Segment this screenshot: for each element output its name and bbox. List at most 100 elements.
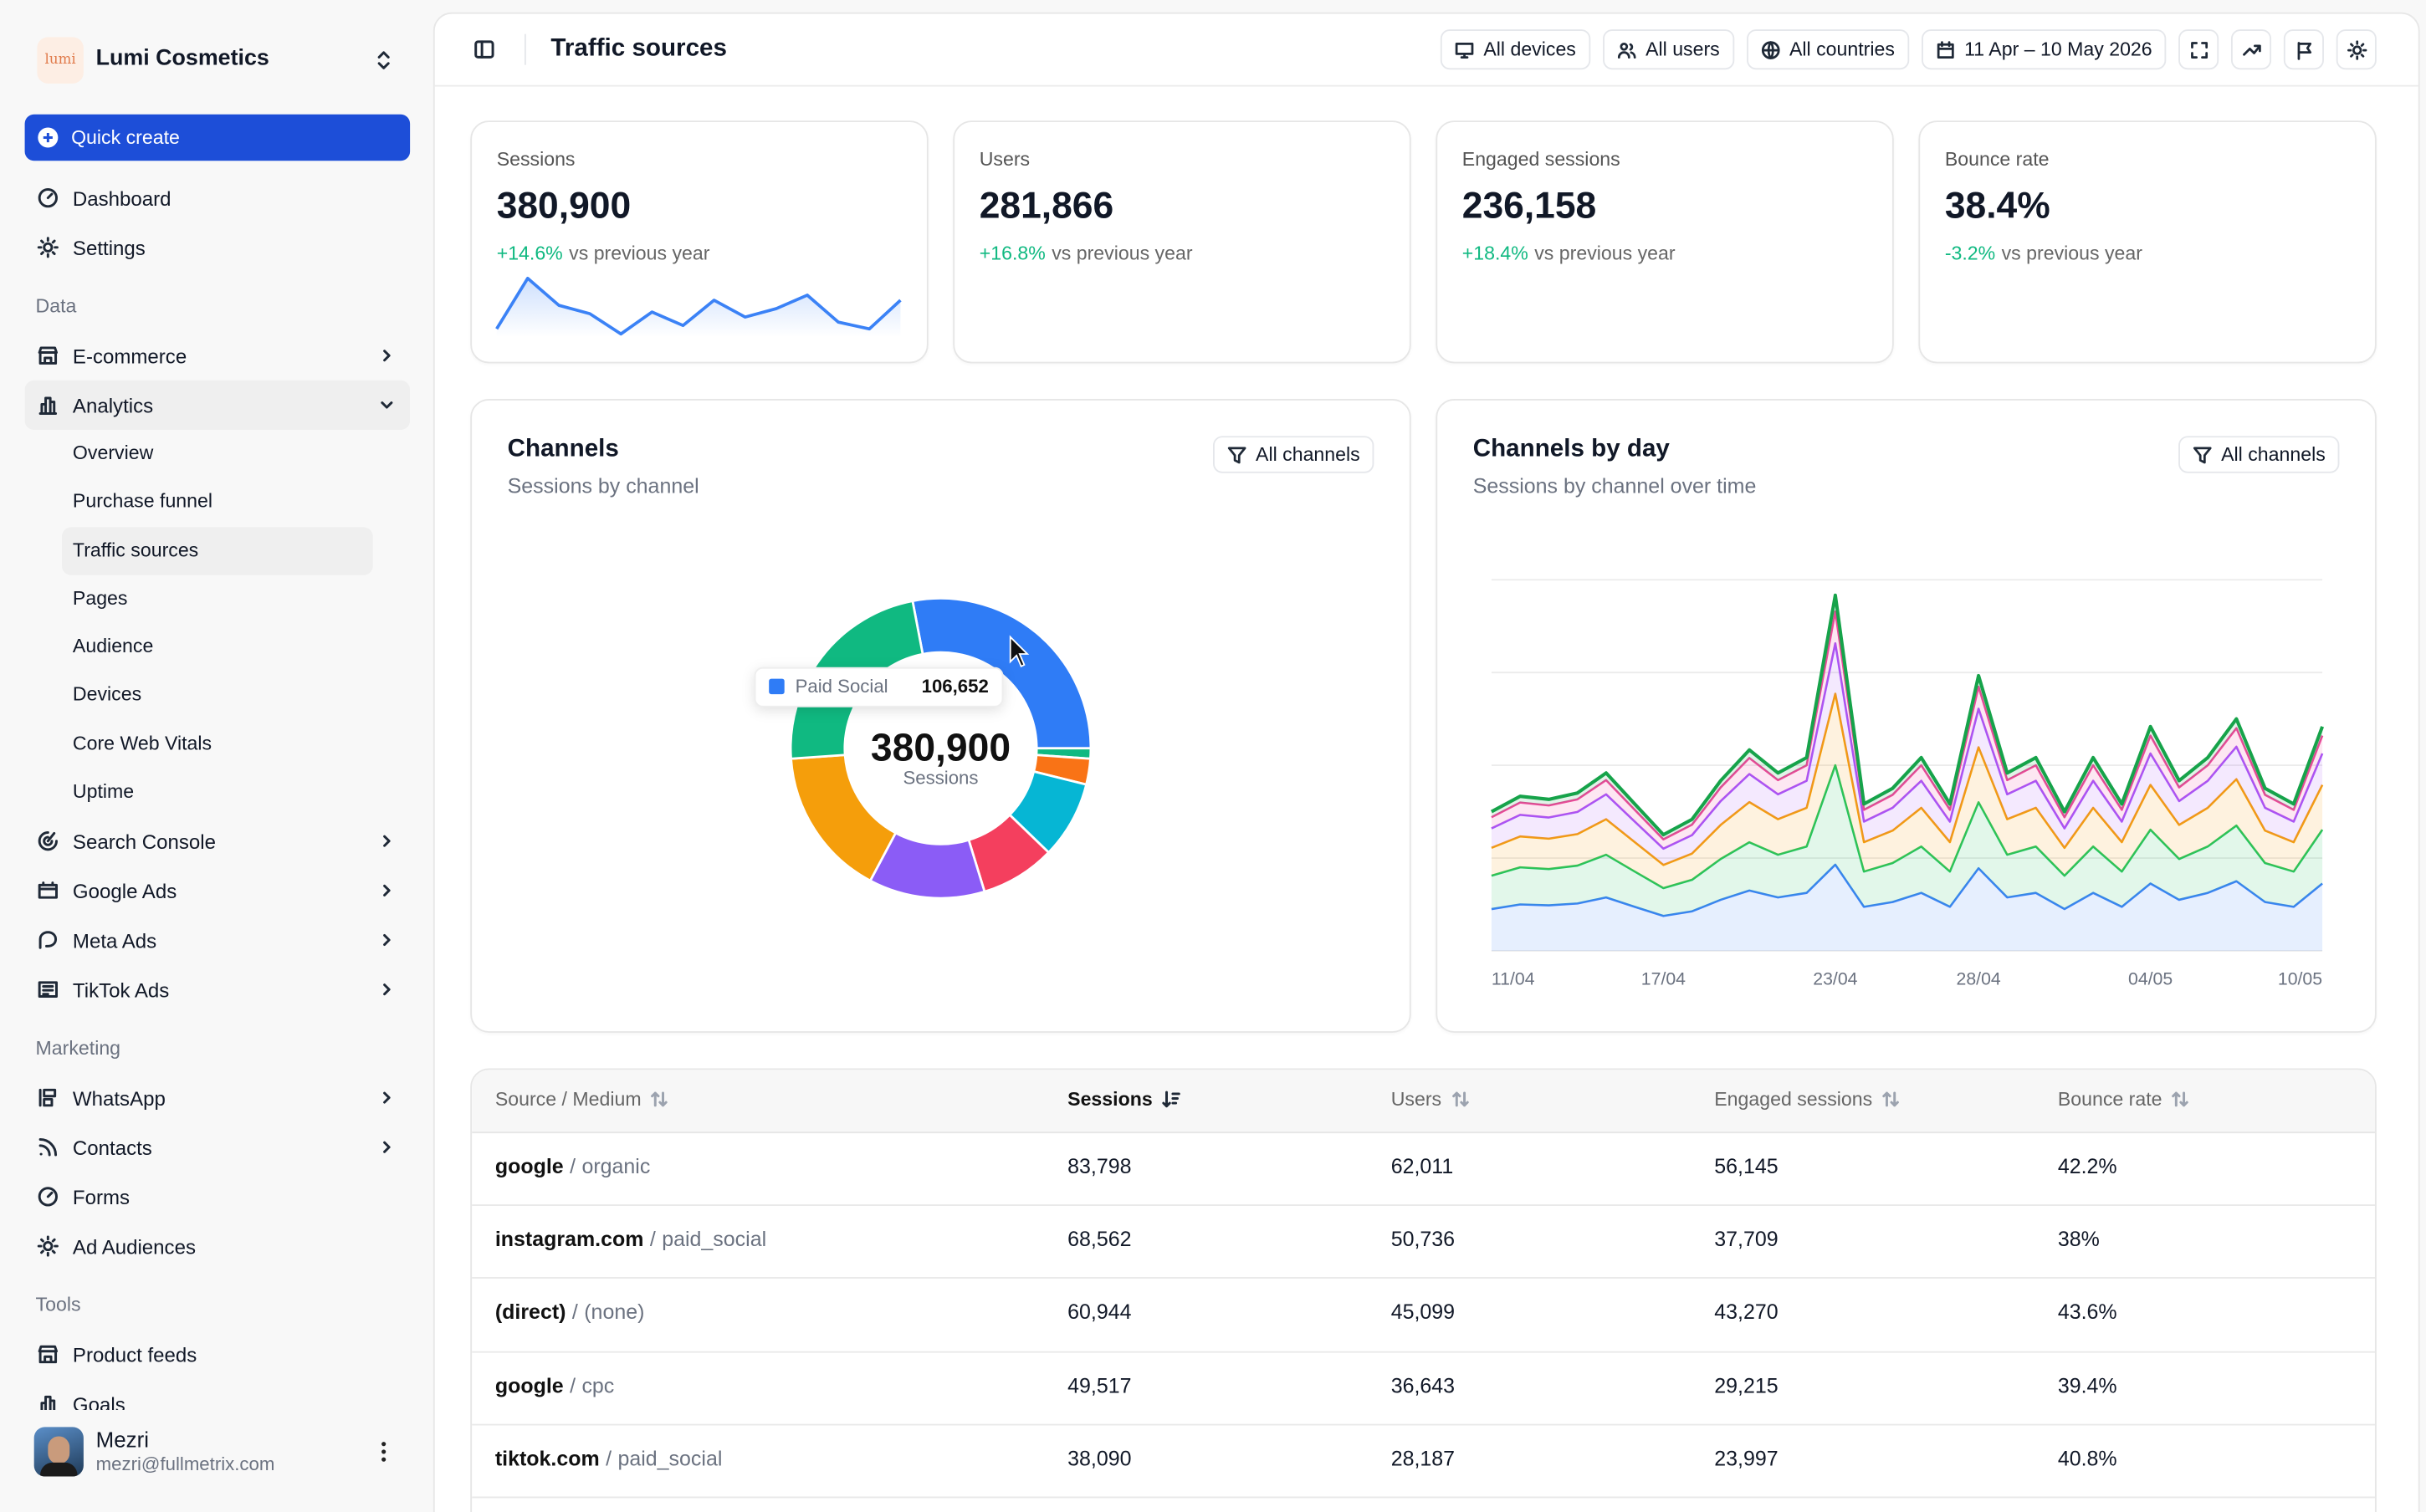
icon-button[interactable] [2178,29,2219,70]
source-medium: instagram.com / paid_social [495,1228,766,1251]
sidebar: lumi Lumi Cosmetics Quick create Dashboa… [0,0,432,1512]
table-row[interactable]: google / organic 83,798 62,011 56,145 42.2% [472,1131,2375,1207]
kpi-card: Sessions 380,900 +14.6% vs previous year [470,120,929,364]
nav-item[interactable]: Ad Audiences [25,1221,411,1270]
table-row[interactable]: (direct) / (none) 60,944 45,099 43,270 43.6% [472,1278,2375,1352]
sort-icon [1451,1091,1469,1107]
sort-icon [2172,1091,2189,1107]
nav-icon [38,396,58,416]
nav-subitem[interactable]: Core Web Vitals [72,732,212,754]
nav-subitem[interactable]: Purchase funnel [72,490,213,513]
nav-subitem[interactable]: Pages [72,587,128,609]
table-cell: 43,270 [1714,1300,1779,1325]
nav-item[interactable]: Google Ads [25,866,411,915]
icon-button[interactable] [2283,29,2324,70]
icon-button[interactable] [2230,29,2272,70]
column-header[interactable]: Source / Medium [495,1088,669,1110]
icon-path [1162,1091,1180,1108]
nav-item[interactable]: Forms [25,1172,411,1221]
icon-path [38,1138,58,1157]
nav-item[interactable]: Analytics [24,380,411,430]
column-header[interactable]: Bounce rate [2058,1088,2190,1110]
table-row[interactable]: tiktok.com / paid_social 38,090 28,187 23,997… [472,1423,2375,1499]
nav-item[interactable]: Goals [25,1379,411,1411]
icon-button[interactable] [2336,29,2377,70]
table-cell: 68,562 [1067,1228,1132,1251]
nav-item[interactable]: Product feeds [25,1330,411,1379]
source: tiktok.com [494,1447,600,1470]
nav-icon [37,1235,59,1257]
nav-icon [38,346,58,365]
nav-subitem[interactable]: Overview [72,442,154,464]
nav-item[interactable]: Search Console [25,816,411,866]
nav-label: Google Ads [72,878,177,902]
chart-filter[interactable]: All channels [2178,436,2340,473]
user-menu[interactable] [377,1441,390,1463]
filter-button[interactable]: All devices [1440,29,1590,70]
chevron-right[interactable] [379,348,394,363]
chevron-right[interactable] [379,833,394,848]
kpi-card: Users 281,866 +16.8% vs previous year [953,120,1411,364]
nav-item[interactable]: WhatsApp [25,1073,411,1122]
chevron-right[interactable] [379,932,394,948]
table-cell: 28,187 [1390,1447,1456,1470]
filter-icon [1937,40,1953,59]
chevron-right[interactable] [379,1090,394,1105]
chart-filter[interactable]: All channels [1212,436,1374,473]
icon-path [2172,1091,2189,1107]
kpi-change: +18.4% [1461,243,1528,265]
nav-item[interactable]: Meta Ads [25,915,411,964]
nav-item[interactable]: Contacts [25,1122,411,1172]
nav-icon [38,1138,58,1157]
column-header[interactable]: Engaged sessions [1714,1088,1900,1110]
nav-subitem[interactable]: Traffic sources [61,526,373,575]
nav-subitem[interactable]: Audience [72,635,154,657]
button-icon [2190,41,2208,59]
quick-create-button[interactable]: Quick create [24,114,411,161]
header-divider [524,33,526,65]
medium: (none) [584,1300,645,1325]
nav-item[interactable]: Dashboard [25,173,411,222]
chart-card: Channels Sessions by channel All channels [470,398,1411,1033]
table-cell: 50,736 [1390,1228,1456,1251]
chevron-path [383,983,391,996]
chevron-path [383,884,391,896]
kpi-label: Engaged sessions [1461,148,1620,171]
chevron-down[interactable] [379,397,394,412]
nav-item[interactable]: E-commerce [25,331,411,381]
nav-label: Settings [72,235,146,259]
table-cell: 60,944 [1067,1300,1132,1325]
quick-create-label: Quick create [71,126,180,149]
table-cell: 23,997 [1714,1447,1779,1470]
table-row[interactable]: google / cpc 49,517 36,643 29,215 39.4% [472,1351,2375,1426]
nav-icon [38,1088,57,1107]
workspace-switch[interactable] [375,49,393,71]
source: google [494,1373,564,1397]
chevron-right[interactable] [379,1139,394,1154]
user-panel[interactable]: Mezri mezri@fullmetrix.com [0,1410,432,1512]
chevron-right[interactable] [379,982,394,997]
logo: lumi [37,37,84,84]
filter-label: 11 Apr – 10 May 2026 [1964,38,2152,61]
filter-button[interactable]: All users [1602,29,1734,70]
column-header[interactable]: Users [1391,1088,1470,1110]
filter-label: All users [1645,38,1720,61]
kpi-value: 38.4% [1944,185,2050,227]
chevron-right[interactable] [379,883,394,898]
nav-subitem[interactable]: Uptime [72,780,135,803]
table-cell: 39.4% [2057,1373,2117,1397]
chevron-path [383,1091,391,1104]
separator: / [571,1300,578,1325]
nav-item[interactable]: Settings [25,222,411,272]
workspace-name[interactable]: Lumi Cosmetics [95,46,269,72]
filter-button[interactable]: 11 Apr – 10 May 2026 [1921,29,2167,70]
table-row[interactable]: instagram.com / paid_social 68,562 50,736 37,… [472,1204,2375,1280]
chevron-path [383,933,391,947]
column-header[interactable]: Sessions [1067,1088,1180,1110]
source: google [494,1154,564,1178]
nav-item[interactable]: TikTok Ads [25,965,411,1014]
sidebar-toggle[interactable] [473,38,495,60]
filter-button[interactable]: All countries [1746,29,1909,70]
kpi-value: 236,158 [1461,185,1597,227]
nav-subitem[interactable]: Devices [72,683,142,706]
